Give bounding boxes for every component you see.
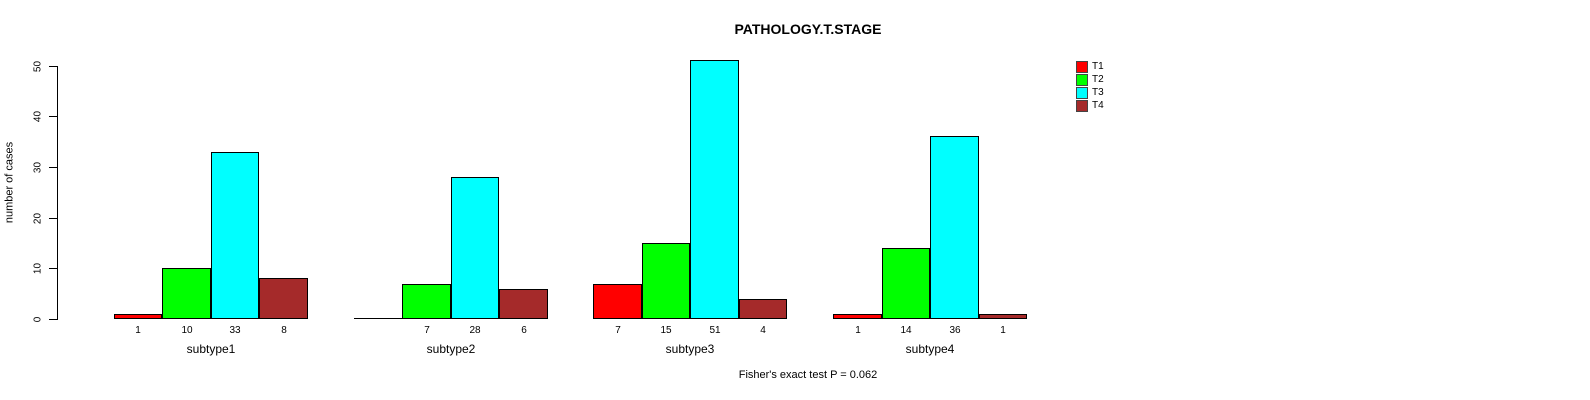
bar-subtype2-T1-zero (354, 318, 402, 319)
bar-subtype4-T2 (882, 248, 930, 319)
chart-title: PATHOLOGY.T.STAGE (734, 21, 882, 37)
bar-value-label-subtype2-T4: 6 (521, 325, 527, 336)
annotation-text: Fisher's exact test P = 0.062 (738, 369, 878, 381)
bar-value-label-subtype2-T2: 7 (424, 325, 430, 336)
y-axis-tick (49, 66, 57, 67)
bar-subtype3-T3 (690, 60, 739, 319)
y-axis-tick (49, 167, 57, 168)
y-axis-line (57, 66, 58, 320)
y-axis-label: number of cases (3, 141, 16, 224)
bar-subtype1-T1 (114, 314, 162, 319)
bar-subtype1-T4 (259, 278, 308, 319)
y-tick-label: 20 (32, 212, 44, 225)
legend-label-T3: T3 (1092, 87, 1104, 98)
bar-value-label-subtype1-T2: 10 (181, 325, 193, 336)
legend-swatch-T2 (1076, 74, 1088, 86)
bar-value-label-subtype3-T4: 4 (760, 325, 766, 336)
y-tick-label: 30 (32, 161, 44, 174)
category-label-subtype1: subtype1 (186, 342, 236, 356)
bar-value-label-subtype1-T3: 33 (229, 325, 241, 336)
bar-value-label-subtype4-T1: 1 (855, 325, 861, 336)
bar-value-label-subtype1-T1: 1 (135, 325, 141, 336)
bar-subtype1-T2 (162, 268, 211, 319)
legend-label-T2: T2 (1092, 74, 1104, 85)
bar-subtype2-T4 (499, 289, 548, 319)
y-axis-tick (49, 319, 57, 320)
bar-subtype3-T1 (593, 284, 642, 319)
legend-swatch-T1 (1076, 61, 1088, 73)
legend-label-T1: T1 (1092, 61, 1104, 72)
bar-value-label-subtype2-T3: 28 (469, 325, 481, 336)
bar-value-label-subtype3-T2: 15 (660, 325, 672, 336)
y-tick-label: 40 (32, 110, 44, 123)
y-axis-tick (49, 268, 57, 269)
legend-swatch-T3 (1076, 87, 1088, 99)
bar-subtype4-T4 (979, 314, 1027, 319)
bar-value-label-subtype4-T3: 36 (949, 325, 961, 336)
bar-value-label-subtype1-T4: 8 (281, 325, 287, 336)
bar-subtype1-T3 (211, 152, 259, 319)
category-label-subtype2: subtype2 (426, 342, 476, 356)
bar-value-label-subtype4-T2: 14 (900, 325, 912, 336)
bar-subtype2-T3 (451, 177, 499, 319)
y-tick-label: 10 (32, 262, 44, 275)
y-axis-tick (49, 116, 57, 117)
legend-swatch-T4 (1076, 100, 1088, 112)
y-axis-tick (49, 218, 57, 219)
legend-label-T4: T4 (1092, 100, 1104, 111)
y-tick-label: 0 (32, 316, 44, 323)
bar-value-label-subtype3-T1: 7 (615, 325, 621, 336)
bar-subtype3-T2 (642, 243, 690, 319)
bar-subtype3-T4 (739, 299, 787, 319)
bar-subtype2-T2 (402, 284, 451, 319)
bar-subtype4-T1 (833, 314, 882, 319)
bar-value-label-subtype4-T4: 1 (1000, 325, 1006, 336)
bar-value-label-subtype3-T3: 51 (709, 325, 721, 336)
bar-subtype4-T3 (930, 136, 979, 319)
category-label-subtype4: subtype4 (905, 342, 955, 356)
y-tick-label: 50 (32, 60, 44, 73)
category-label-subtype3: subtype3 (665, 342, 715, 356)
